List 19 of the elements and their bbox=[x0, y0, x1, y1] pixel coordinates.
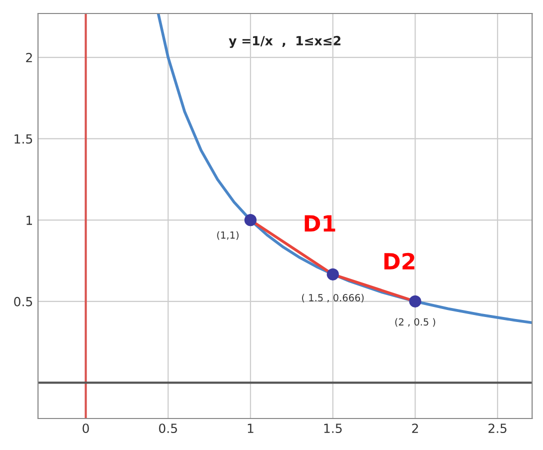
x-tick-label: 2.5 bbox=[488, 424, 506, 434]
annotation: D1 bbox=[304, 215, 336, 232]
point bbox=[326, 268, 339, 280]
annotation: y =1/x , 1≤x≤2 bbox=[228, 36, 340, 48]
point bbox=[409, 295, 422, 308]
x-tick-label: 1.5 bbox=[324, 424, 342, 434]
x-tick-label: 0.5 bbox=[159, 424, 177, 434]
annotation: ( 1.5 , 0.666) bbox=[302, 294, 364, 303]
y-tick-label: 1.5 bbox=[14, 134, 32, 144]
x-tick-label: 1 bbox=[248, 424, 254, 433]
annotation: D2 bbox=[384, 252, 414, 270]
y-tick-label: 0.5 bbox=[14, 296, 32, 306]
x-tick-label: 2 bbox=[412, 424, 418, 433]
annotation: (2 , 0.5 ) bbox=[395, 318, 436, 327]
y-tick-label: 1 bbox=[26, 216, 32, 225]
point bbox=[244, 214, 257, 226]
y-tick-label: 2 bbox=[26, 52, 32, 62]
x-tick-label: 0 bbox=[82, 424, 89, 434]
annotation: (1,1) bbox=[217, 231, 239, 240]
